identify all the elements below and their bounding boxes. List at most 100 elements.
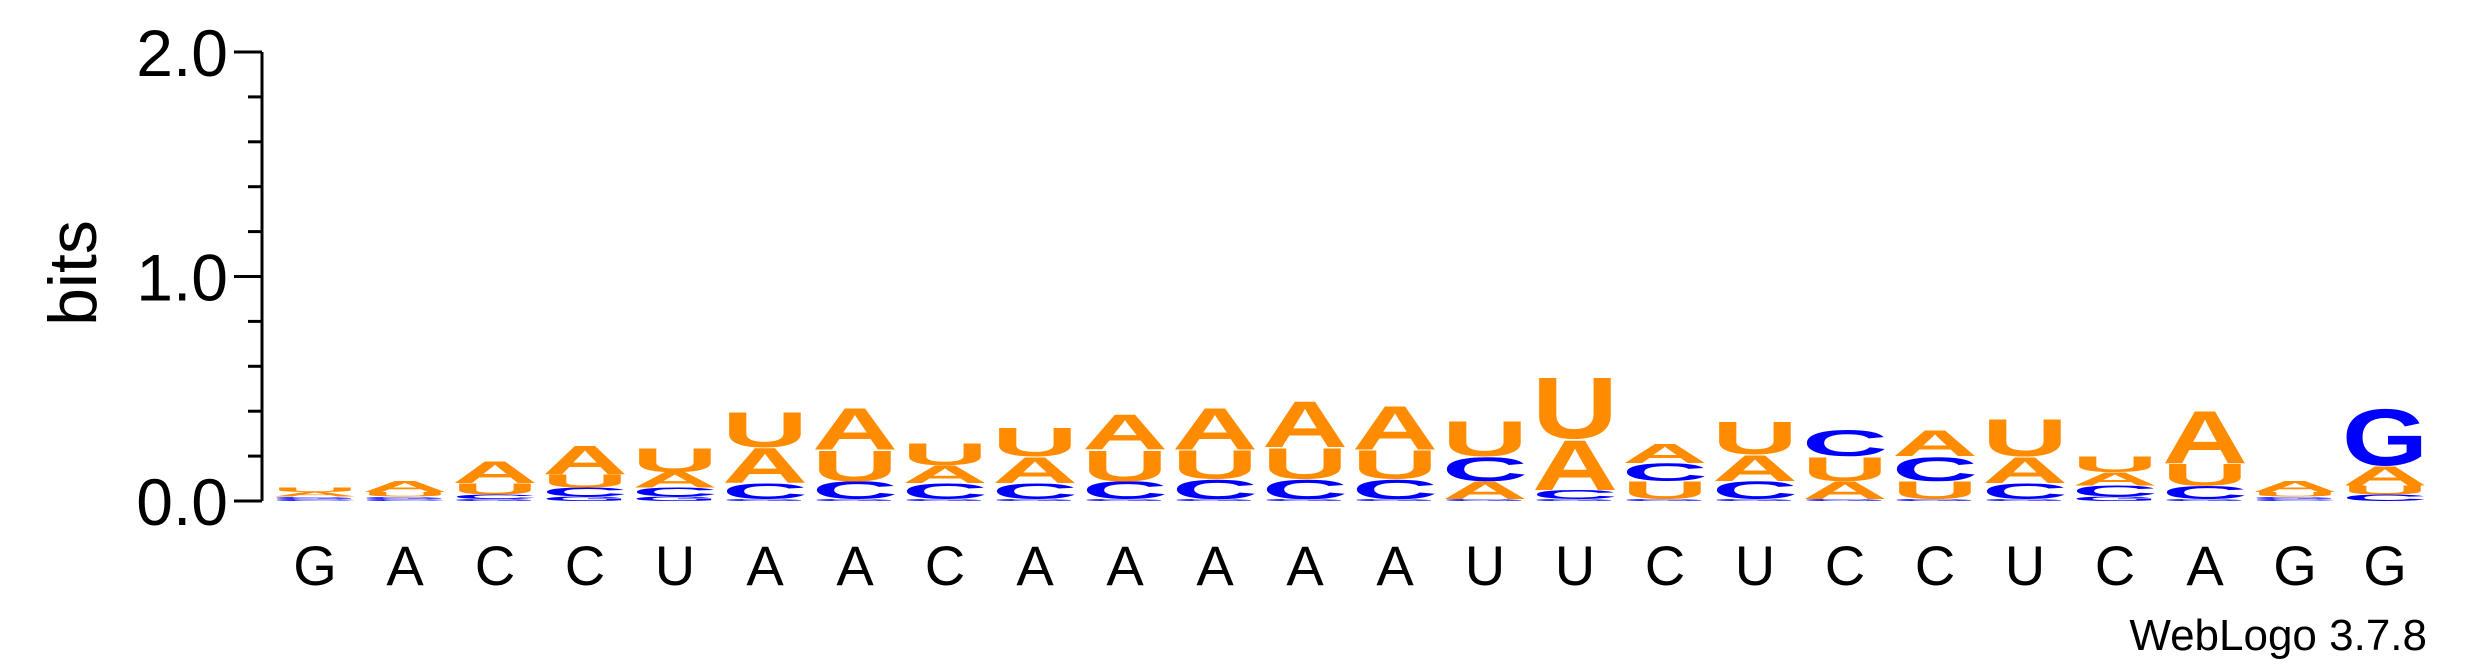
x-tick-label: A (836, 534, 874, 597)
logo-letter-G: G (1712, 498, 1798, 502)
x-tick-label: U (2005, 534, 2045, 597)
logo-letter-C: C (1352, 474, 1438, 505)
y-axis-label: bits (35, 220, 111, 326)
logo-letter-G: G (1442, 498, 1528, 502)
logo-letter-A: A (632, 468, 718, 492)
logo-letter-G: G (452, 498, 538, 502)
logo-letter-C: C (812, 476, 898, 504)
logo-letter-U: U (632, 441, 718, 479)
x-tick-label: A (386, 534, 424, 597)
x-tick-label: C (1645, 534, 1685, 597)
logo-letter-A: A (362, 478, 448, 495)
logo-letter-C: C (1712, 476, 1798, 504)
logo-letter-U: U (2072, 452, 2158, 476)
logo-letter-G: G (542, 495, 628, 502)
logo-letter-G: G (722, 498, 808, 502)
x-tick-label: G (2273, 534, 2317, 597)
logo-letter-A: A (452, 455, 538, 490)
logo-letter-A: A (1442, 476, 1528, 504)
logo-letter-C: C (272, 498, 358, 501)
logo-letter-G: G (1262, 498, 1348, 502)
x-tick-label: A (2186, 534, 2224, 597)
logo-letter-C: C (632, 485, 718, 499)
logo-letter-U: U (1352, 442, 1438, 488)
logo-letter-G: G (362, 496, 448, 500)
logo-letter-C: C (2072, 482, 2158, 499)
logo-letter-A: A (542, 437, 628, 483)
logo-letter-A: A (1802, 476, 1888, 504)
x-tick-label: A (1016, 534, 1054, 597)
logo-letter-G: G (1082, 498, 1168, 502)
logo-letter-A: A (1262, 389, 1348, 462)
logo-letter-C: C (452, 493, 538, 500)
logo-letter-A: A (1172, 396, 1258, 462)
logo-letter-C: C (1802, 422, 1888, 464)
logo-letter-G: G (902, 498, 988, 502)
logo-letter-A: A (722, 438, 808, 494)
logo-letter-A: A (1982, 449, 2068, 491)
x-tick-label: U (1465, 534, 1505, 597)
logo-letter-U: U (992, 419, 1078, 465)
logo-letter-C: C (2162, 482, 2248, 503)
logo-letter-A: A (1352, 394, 1438, 464)
y-tick-label: 1.0 (136, 241, 228, 315)
logo-letter-U: U (2162, 457, 2248, 492)
x-tick-label: A (1376, 534, 1414, 597)
y-tick-label: 0.0 (136, 465, 228, 539)
logo-letter-U: U (1712, 412, 1798, 464)
x-tick-label: C (565, 534, 605, 597)
logo-letter-G: G (2072, 495, 2158, 502)
logo-letter-C: C (1622, 458, 1708, 486)
logo-letter-G: G (1982, 498, 2068, 502)
logo-letter-A: A (2342, 460, 2428, 491)
logo-letter-G: G (1802, 498, 1888, 502)
y-tick-label: 2.0 (136, 16, 228, 90)
logo-letter-C: C (2342, 493, 2428, 503)
logo-letter-C: C (992, 479, 1078, 503)
logo-letter-G: G (632, 495, 718, 502)
x-tick-label: A (1286, 534, 1324, 597)
logo-letter-U: U (722, 402, 808, 458)
logo-letter-G: G (1892, 498, 1978, 502)
logo-letter-C: C (1082, 476, 1168, 504)
logo-letter-A: A (1712, 447, 1798, 489)
x-tick-label: G (2363, 534, 2407, 597)
x-tick-label: G (293, 534, 337, 597)
logo-letter-C: C (1892, 450, 1978, 488)
logo-letter-U: U (362, 491, 448, 498)
logo-letter-U: U (2252, 491, 2338, 498)
x-tick-label: C (1825, 534, 1865, 597)
logo-letter-C: C (902, 479, 988, 503)
logo-letter-U: U (2342, 483, 2428, 497)
x-tick-label: U (1735, 534, 1775, 597)
logo-letter-A: A (902, 461, 988, 489)
logo-letter-U: U (1892, 476, 1978, 504)
x-tick-label: C (475, 534, 515, 597)
letter-stacks: CGAUCGUAGCUAGCUAGCAUGCAUGCUAGCAUGCAUGCUA… (272, 360, 2428, 506)
x-tick-label: C (1915, 534, 1955, 597)
logo-letter-G: G (2162, 498, 2248, 502)
logo-letter-C: C (722, 479, 808, 503)
logo-letter-G: G (2252, 496, 2338, 500)
logo-letter-U: U (542, 471, 628, 492)
x-tick-label: A (1106, 534, 1144, 597)
